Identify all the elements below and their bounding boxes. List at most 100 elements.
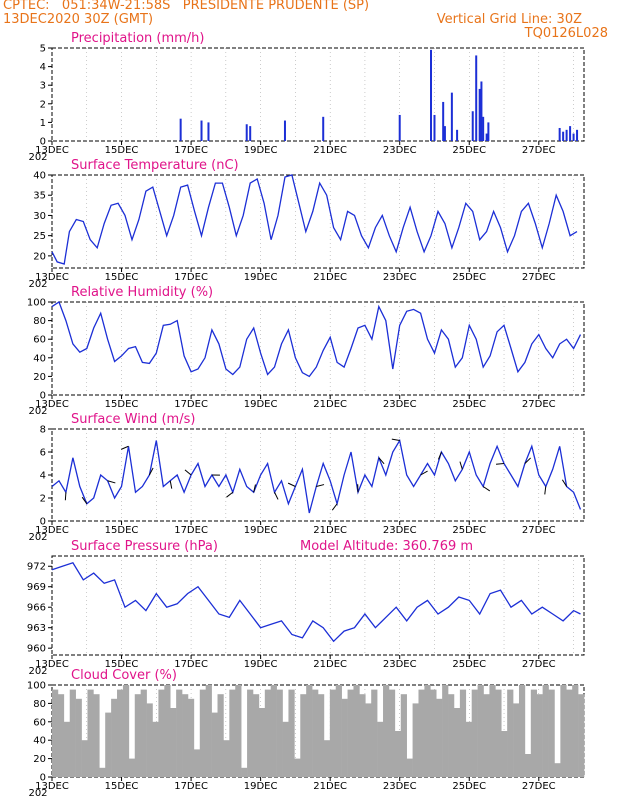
y-tick-label: 0: [40, 391, 46, 402]
cloud-bar: [436, 698, 443, 777]
precip-bar: [558, 127, 561, 141]
cloud-bar: [229, 689, 236, 777]
x-tick-label: 21DEC: [313, 399, 347, 410]
cloud-bar: [164, 685, 171, 777]
y-tick-label: 30: [33, 211, 46, 222]
y-tick-label: 2: [40, 99, 46, 110]
cloud-bar: [81, 740, 88, 777]
x-tick-label: 17DEC: [174, 145, 208, 156]
precip-bar: [478, 88, 481, 141]
y-tick-label: 20: [33, 372, 46, 383]
y-tick-label: 960: [27, 644, 46, 655]
wind-arrow: [184, 469, 192, 476]
x-year-label: 202: [28, 279, 47, 290]
cloud-bar: [359, 694, 366, 777]
precip-bar: [475, 55, 478, 141]
wind-arrow: [64, 492, 67, 501]
y-tick-label: 8: [40, 425, 46, 436]
x-tick-label: 13DEC: [35, 272, 69, 283]
y-tick-label: 0: [40, 773, 46, 784]
x-tick-label: 27DEC: [522, 781, 556, 792]
cloud-bar: [264, 689, 272, 777]
x-year-label: 202: [28, 788, 47, 799]
cloud-bar: [394, 731, 402, 777]
cloud-bar: [75, 698, 82, 777]
cloud-bar: [566, 689, 573, 777]
x-tick-label: 27DEC: [522, 145, 556, 156]
y-tick-label: 80: [33, 699, 46, 710]
cloud-bar: [258, 708, 266, 777]
cloud-bar: [548, 689, 555, 777]
x-tick-label: 25DEC: [452, 659, 486, 670]
wind-arrow: [561, 479, 568, 487]
y-tick-label: 40: [33, 736, 46, 747]
cloud-bar: [572, 685, 579, 777]
precip-bar: [442, 101, 445, 141]
y-tick-label: 40: [33, 171, 46, 182]
x-year-label: 202: [28, 152, 47, 163]
wind-arrow: [378, 457, 385, 465]
cloud-bar: [199, 689, 206, 777]
x-tick-label: 25DEC: [452, 399, 486, 410]
x-tick-label: 17DEC: [174, 781, 208, 792]
panel-title-1: Surface Temperature (nC): [71, 158, 239, 173]
cloud-bar: [252, 694, 260, 777]
x-tick-label: 17DEC: [174, 525, 208, 536]
x-tick-label: 13DEC: [35, 145, 69, 156]
cloud-bar: [400, 694, 407, 777]
cloud-bar: [418, 689, 425, 777]
y-tick-label: 969: [27, 582, 46, 593]
panel-title-5: Cloud Cover (%): [71, 668, 177, 683]
x-tick-label: 23DEC: [383, 659, 417, 670]
wind-arrow: [437, 451, 442, 460]
x-tick-label: 23DEC: [383, 399, 417, 410]
cloud-bar: [170, 708, 177, 777]
x-tick-label: 23DEC: [383, 145, 417, 156]
precip-bar: [450, 92, 453, 141]
x-tick-label: 23DEC: [383, 781, 417, 792]
wind-arrow: [420, 470, 428, 476]
cloud-bar: [117, 689, 124, 777]
precip-bar: [562, 131, 565, 141]
precip-bar: [430, 49, 433, 141]
x-tick-label: 27DEC: [522, 525, 556, 536]
wind-arrow: [81, 496, 88, 505]
x-tick-label: 19DEC: [244, 525, 278, 536]
cloud-bar: [300, 694, 307, 777]
y-tick-label: 1: [40, 118, 46, 129]
x-tick-label: 25DEC: [452, 525, 486, 536]
cloud-bar: [560, 685, 567, 777]
cloud-bar: [306, 685, 313, 777]
panel-frame-4: [51, 555, 585, 656]
cloud-bar: [335, 685, 342, 777]
y-tick-label: 20: [33, 754, 46, 765]
cloud-bar: [52, 689, 59, 777]
cloud-bar: [146, 703, 153, 777]
panel-frame-3: [51, 428, 585, 522]
cloud-bar: [99, 767, 106, 777]
panel-title-3: Surface Wind (m/s): [71, 412, 195, 427]
cloud-bar: [518, 685, 526, 777]
x-tick-label: 27DEC: [522, 659, 556, 670]
precip-bar: [207, 122, 210, 141]
x-tick-label: 15DEC: [105, 525, 139, 536]
cloud-bar: [182, 694, 189, 777]
cloud-bar: [377, 721, 384, 777]
precip-bar: [485, 133, 488, 141]
header-gridline: Vertical Grid Line: 30Z: [436, 12, 582, 27]
cloud-bar: [134, 694, 141, 777]
cloud-bar: [489, 685, 496, 777]
cloud-bar: [536, 694, 543, 777]
x-tick-label: 27DEC: [522, 399, 556, 410]
cloud-bar: [312, 689, 319, 777]
precip-bar: [471, 111, 474, 141]
x-tick-label: 13DEC: [35, 399, 69, 410]
y-tick-label: 966: [27, 603, 46, 614]
x-tick-label: 19DEC: [244, 145, 278, 156]
x-tick-label: 23DEC: [383, 272, 417, 283]
cloud-bar: [111, 698, 118, 777]
y-tick-label: 0: [40, 137, 46, 148]
header-date: 13DEC2020 30Z (GMT): [3, 12, 154, 27]
panel-frame-2: [51, 301, 585, 396]
